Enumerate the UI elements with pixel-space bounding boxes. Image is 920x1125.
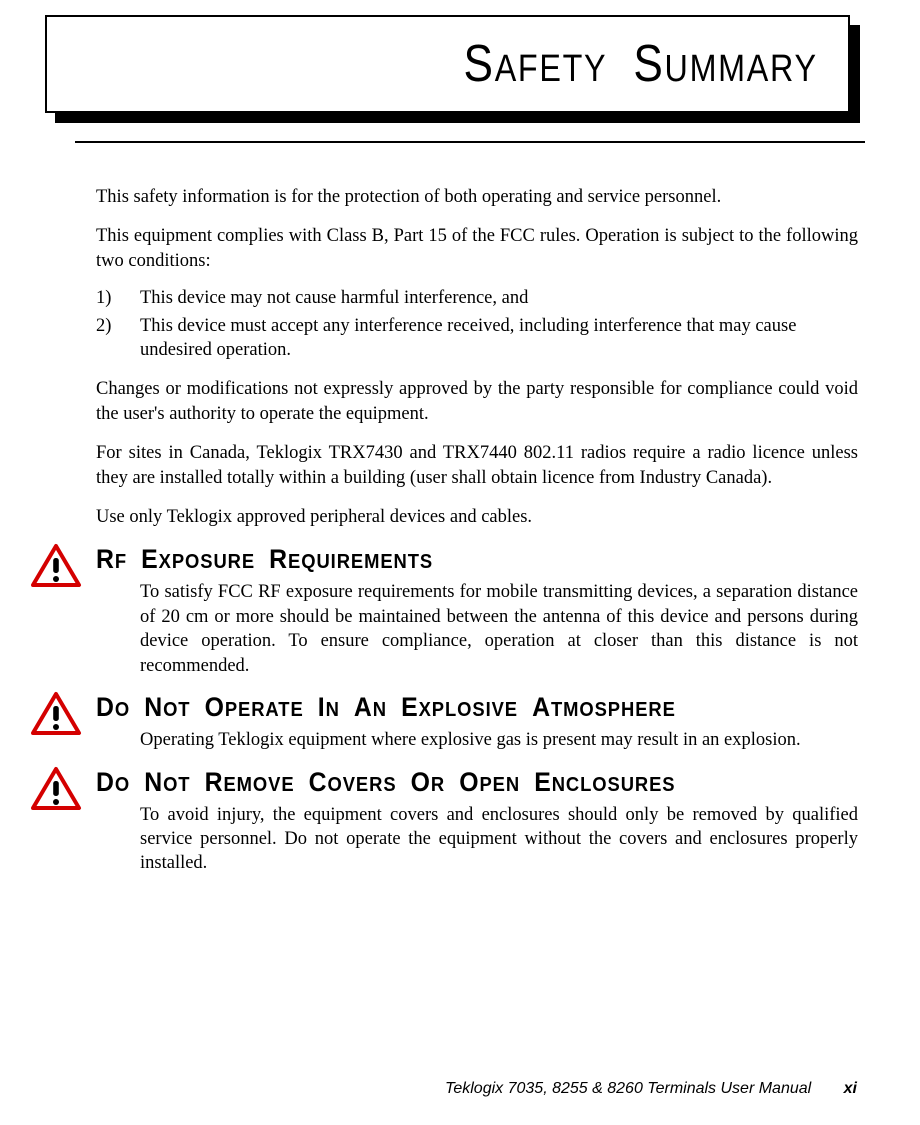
warning-section: DO NOT OPERATE IN AN EXPLOSIVE ATMOSPHER… xyxy=(96,692,858,752)
list-text: This device must accept any interference… xyxy=(140,316,796,360)
title-underline xyxy=(75,141,865,143)
page-content: This safety information is for the prote… xyxy=(96,185,858,890)
page-title: SAFETY SUMMARY xyxy=(464,34,818,94)
section-heading: DO NOT REMOVE COVERS OR OPEN ENCLOSURES xyxy=(96,767,797,798)
list-text: This device may not cause harmful interf… xyxy=(140,288,528,308)
conditions-list: 1)This device may not cause harmful inte… xyxy=(96,286,858,362)
warning-icon xyxy=(30,766,82,812)
body-paragraph: Changes or modifications not expressly a… xyxy=(96,377,858,426)
warning-section: RF EXPOSURE REQUIREMENTS To satisfy FCC … xyxy=(96,544,858,678)
page-number: xi xyxy=(844,1080,857,1097)
list-number: 2) xyxy=(96,314,140,338)
list-item: 1)This device may not cause harmful inte… xyxy=(96,286,858,310)
page-footer: Teklogix 7035, 8255 & 8260 Terminals Use… xyxy=(445,1080,857,1098)
intro-paragraph: This equipment complies with Class B, Pa… xyxy=(96,224,858,273)
section-body: To avoid injury, the equipment covers an… xyxy=(140,803,858,876)
title-box: SAFETY SUMMARY xyxy=(45,15,850,113)
section-body: To satisfy FCC RF exposure requirements … xyxy=(140,580,858,678)
section-heading: DO NOT OPERATE IN AN EXPLOSIVE ATMOSPHER… xyxy=(96,692,797,723)
list-item: 2)This device must accept any interferen… xyxy=(96,314,858,363)
body-paragraph: Use only Teklogix approved peripheral de… xyxy=(96,505,858,529)
warning-icon xyxy=(30,691,82,737)
warning-section: DO NOT REMOVE COVERS OR OPEN ENCLOSURES … xyxy=(96,767,858,876)
intro-paragraph: This safety information is for the prote… xyxy=(96,185,858,209)
section-body: Operating Teklogix equipment where explo… xyxy=(140,728,858,752)
warning-icon xyxy=(30,543,82,589)
section-heading: RF EXPOSURE REQUIREMENTS xyxy=(96,544,797,575)
body-paragraph: For sites in Canada, Teklogix TRX7430 an… xyxy=(96,441,858,490)
list-number: 1) xyxy=(96,286,140,310)
footer-text: Teklogix 7035, 8255 & 8260 Terminals Use… xyxy=(445,1080,811,1097)
